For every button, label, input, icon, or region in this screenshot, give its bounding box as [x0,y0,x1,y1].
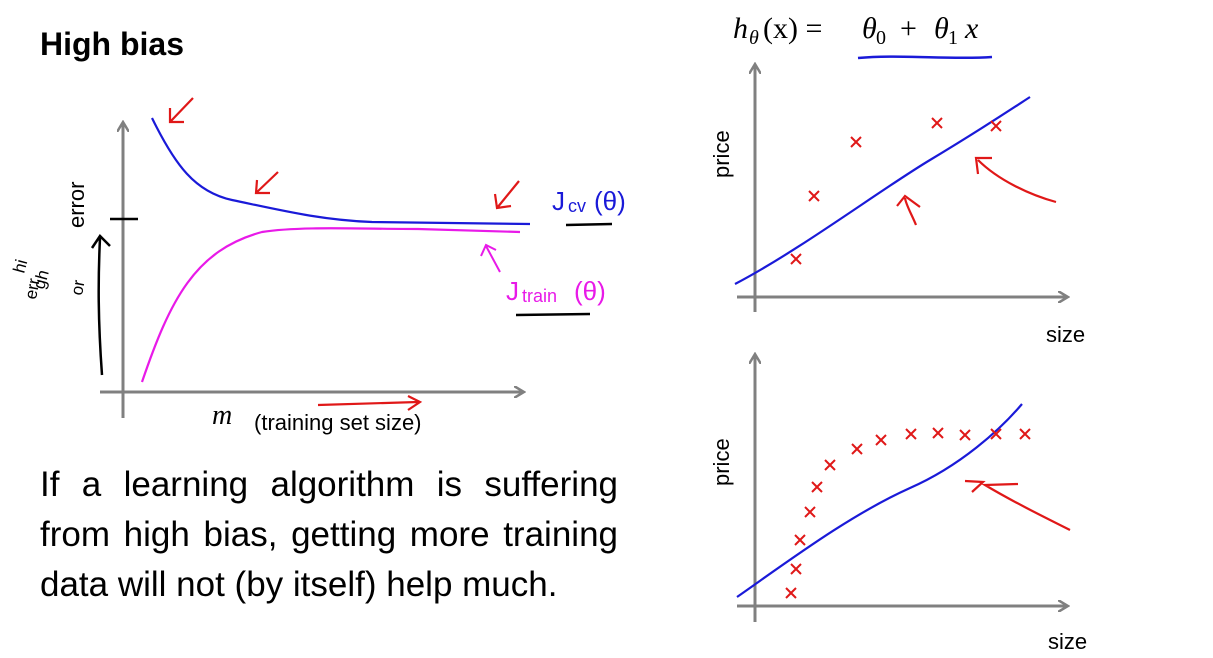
learning-curve-plot: error m (training set size) J cv (θ) J t… [10,97,626,435]
top-fit-line [734,96,1031,285]
bottom-point [851,443,863,455]
annotation-line-2: gh [30,268,53,291]
top-price-plot: price size [709,65,1085,347]
hypothesis-formula: h θ (x) = θ 0 + θ 1 x [733,12,993,60]
top-xlabel: size [1046,322,1085,347]
slide-title: High bias [40,26,185,62]
hyp-underline [857,55,993,60]
lc-ylabel: error [64,182,89,228]
jcv-underline [565,222,613,227]
hyp-h: h [733,12,748,45]
jtrain-underline [515,312,591,317]
annotation-line-3: err [21,277,43,301]
lc-x-symbol: m [212,400,232,431]
top-red-arrow-2 [896,194,921,226]
top-point [790,253,802,265]
bottom-point [959,429,971,441]
jtrain-label: J train (θ) [506,276,606,306]
bottom-point [875,434,887,446]
hyp-theta0-sub: 0 [876,27,886,49]
bottom-point [824,459,836,471]
top-red-arrow-1 [974,156,1057,204]
bottom-data-points [785,427,1031,599]
bottom-point [790,563,802,575]
high-error-annotation: hi gh err or [10,257,89,300]
slide-paragraph: If a learning algorithm is suffering fro… [40,465,618,604]
hyp-plus: + [900,12,917,45]
red-arrow-2 [254,171,279,195]
top-data-points [790,117,1002,265]
bottom-point [932,427,944,439]
high-error-arrow [90,234,111,376]
bottom-point [990,428,1002,440]
hyp-arg: (x) = [763,12,822,45]
annotation-line-4: or [67,278,88,297]
top-point [990,120,1002,132]
top-ylabel: price [709,130,734,178]
bottom-ylabel: price [709,438,734,486]
jcv-label-j: J [552,186,565,216]
red-arrow-4 [317,395,423,411]
jcv-curve [151,117,531,226]
hyp-h-sub: θ [749,27,759,49]
bottom-fit-line [736,403,1023,598]
jcv-label: J cv (θ) [552,186,626,216]
hyp-theta0: θ [862,12,877,45]
bottom-red-arrow [964,479,1071,531]
bottom-point [785,587,797,599]
jtrain-label-j: J [506,276,519,306]
hyp-theta1-sub: 1 [948,27,958,49]
bottom-point [811,481,823,493]
lc-xlabel: (training set size) [254,410,422,435]
annotation-line-1: hi [10,257,32,275]
bottom-point [1019,428,1031,440]
top-point [931,117,943,129]
bottom-price-plot: price size [709,355,1087,654]
red-arrow-3 [493,180,520,210]
top-point [850,136,862,148]
hyp-theta1: θ [934,12,949,45]
jcv-label-sub: cv [568,196,586,216]
red-arrow-1 [168,97,194,124]
jtrain-curve [140,227,521,383]
jcv-label-arg: (θ) [594,186,626,216]
bottom-xlabel: size [1048,629,1087,654]
hyp-x: x [964,12,979,45]
jtrain-label-sub: train [522,286,557,306]
jtrain-label-arg: (θ) [574,276,606,306]
jtrain-pointer-arrow [480,243,501,273]
bottom-point [804,506,816,518]
bottom-point [794,534,806,546]
bottom-point [905,428,917,440]
top-point [808,190,820,202]
